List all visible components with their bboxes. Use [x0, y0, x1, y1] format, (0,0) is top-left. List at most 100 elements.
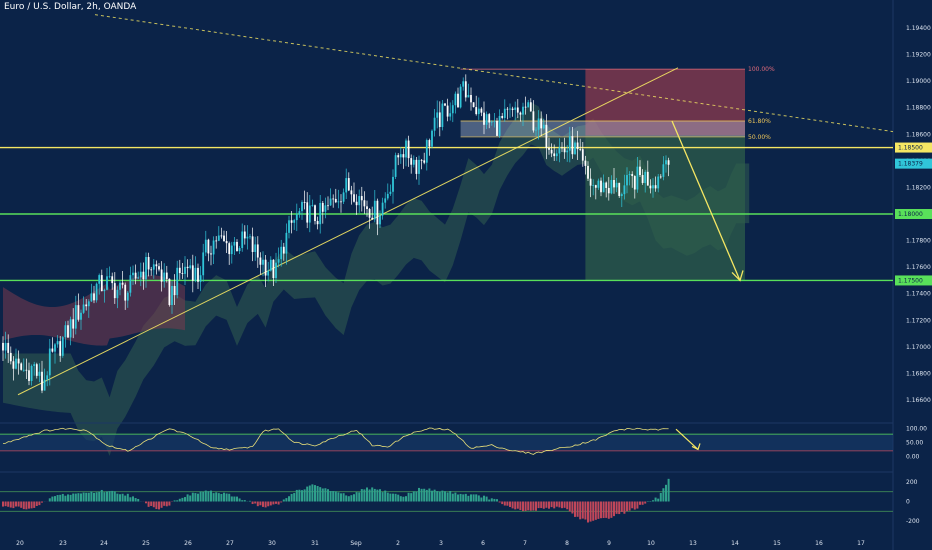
candle	[236, 241, 238, 252]
histogram-bar	[446, 492, 449, 502]
histogram-bar	[82, 492, 85, 502]
candle	[428, 140, 431, 147]
histogram-bar	[548, 501, 550, 509]
forecast-arrow	[671, 120, 741, 281]
candle	[20, 363, 23, 370]
candle	[392, 176, 394, 192]
histogram-bar	[600, 501, 602, 519]
histogram-bar	[566, 501, 569, 510]
histogram-bar	[483, 495, 485, 502]
histogram-bar	[381, 492, 384, 502]
candle	[459, 86, 462, 108]
histogram-bar	[490, 498, 493, 502]
histogram-bar	[41, 501, 43, 503]
osc-forecast-arrowhead	[691, 443, 701, 451]
histogram-bar	[119, 494, 121, 502]
histogram-bar	[610, 501, 613, 518]
candle	[602, 182, 605, 193]
x-tick-label-8: Sep	[350, 540, 362, 547]
histogram-bar	[181, 497, 184, 502]
histogram-bar	[61, 493, 64, 502]
candle	[441, 103, 444, 128]
candle	[171, 285, 173, 306]
histogram-bar	[402, 496, 405, 502]
candle	[35, 364, 38, 376]
fib-label-0: 100.00%	[748, 66, 775, 73]
histogram-bar	[451, 493, 454, 502]
histogram-bar	[173, 500, 176, 502]
candle	[246, 236, 249, 239]
candle	[558, 147, 561, 154]
candle	[584, 160, 587, 166]
candle	[77, 305, 80, 320]
osc-tick-label-2: 0.00	[906, 453, 920, 460]
histogram-bar	[457, 494, 459, 502]
candle	[480, 108, 483, 113]
histogram-bar	[506, 501, 509, 506]
histogram-bar	[360, 489, 363, 502]
candle	[238, 248, 241, 252]
candle	[360, 196, 363, 201]
candle	[537, 118, 540, 130]
histogram-bar	[69, 494, 72, 502]
histogram-bar	[436, 491, 439, 502]
y-tick-label-8: 1.17600	[906, 264, 931, 271]
candle	[189, 265, 192, 269]
x-tick-label-6: 30	[268, 540, 276, 547]
candle	[106, 276, 108, 290]
histogram-bar	[470, 494, 472, 502]
candle	[132, 272, 134, 276]
candle	[410, 158, 413, 165]
candle	[420, 159, 423, 161]
histogram-bar	[399, 496, 402, 502]
candle	[228, 243, 231, 255]
osc-forecast-arrow	[675, 428, 699, 450]
histogram-bar	[228, 493, 231, 502]
candle	[160, 269, 163, 282]
candle	[659, 176, 662, 178]
histogram-bar	[472, 494, 475, 502]
candle	[386, 193, 389, 199]
candle	[613, 180, 615, 188]
histogram-bar	[641, 501, 644, 505]
candle	[488, 114, 491, 123]
histogram-bar	[262, 501, 264, 507]
candle	[311, 205, 314, 207]
candle	[574, 142, 576, 155]
histogram-bar	[134, 498, 137, 502]
histogram-bar	[576, 501, 579, 517]
candle	[334, 198, 337, 203]
histogram-bar	[509, 501, 511, 507]
histogram-bar	[241, 500, 244, 502]
candle	[366, 206, 368, 210]
histogram-bar	[615, 501, 618, 514]
candle	[633, 176, 636, 190]
forecast-arrowhead	[731, 270, 744, 282]
histogram-bar	[389, 493, 392, 502]
candle	[194, 267, 197, 281]
x-tick-label-14: 9	[607, 540, 611, 547]
histogram-bar	[298, 489, 301, 502]
candle	[355, 201, 358, 206]
candle	[233, 241, 236, 246]
candle	[555, 153, 558, 157]
x-tick-label-18: 15	[773, 540, 781, 547]
candle	[54, 344, 56, 352]
histogram-bar	[186, 494, 189, 502]
candle	[59, 341, 62, 356]
histogram-bar	[282, 499, 285, 502]
histogram-bar	[103, 492, 106, 502]
candle	[327, 205, 329, 207]
bearish-cloud	[3, 275, 185, 346]
candle	[290, 220, 293, 223]
histogram-bar	[438, 491, 441, 502]
candle	[178, 267, 181, 274]
x-tick-label-19: 16	[815, 540, 823, 547]
histogram-bar	[373, 488, 376, 502]
candle	[272, 259, 275, 279]
candle	[444, 103, 446, 106]
candle	[524, 106, 527, 108]
candle	[197, 267, 199, 282]
candle	[267, 270, 270, 276]
